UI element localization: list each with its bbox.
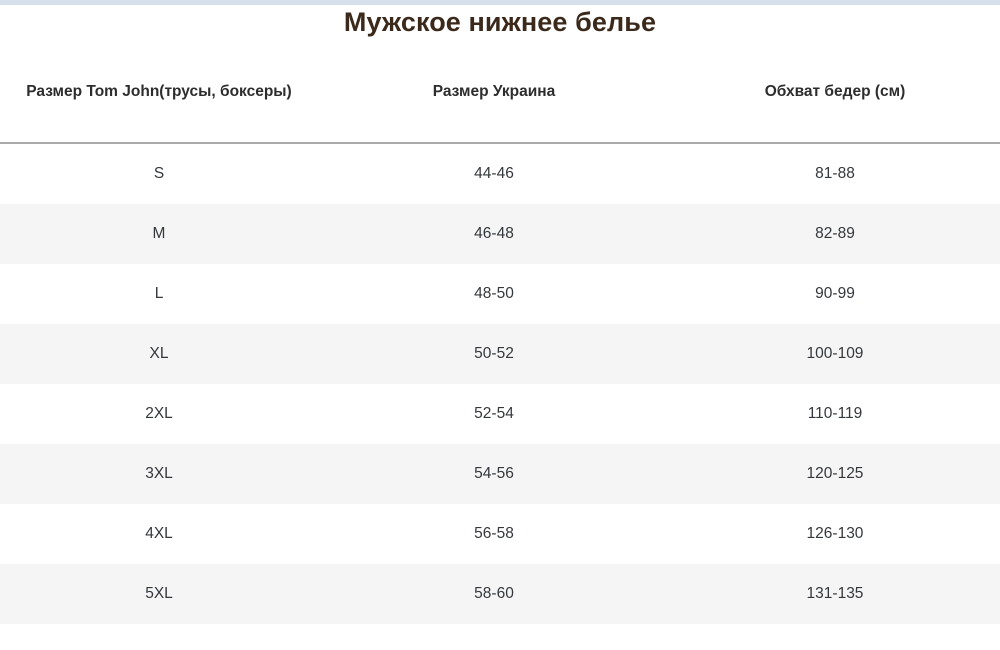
- table-row: 4XL 56-58 126-130: [0, 504, 1000, 564]
- cell-brand-size: 3XL: [0, 444, 318, 504]
- cell-ukraine-size: 50-52: [318, 324, 670, 384]
- table-header: Размер Tom John(трусы, боксеры) Размер У…: [0, 42, 1000, 144]
- cell-hip-circumference: 126-130: [670, 504, 1000, 564]
- cell-brand-size: 5XL: [0, 564, 318, 624]
- cell-hip-circumference: 82-89: [670, 204, 1000, 264]
- top-edge-strip: [0, 0, 1000, 5]
- cell-ukraine-size: 52-54: [318, 384, 670, 444]
- table-row: S 44-46 81-88: [0, 143, 1000, 204]
- cell-ukraine-size: 44-46: [318, 143, 670, 204]
- table-row: L 48-50 90-99: [0, 264, 1000, 324]
- cell-hip-circumference: 81-88: [670, 143, 1000, 204]
- cell-ukraine-size: 56-58: [318, 504, 670, 564]
- size-chart-table: Размер Tom John(трусы, боксеры) Размер У…: [0, 42, 1000, 624]
- cell-ukraine-size: 54-56: [318, 444, 670, 504]
- table-row: 3XL 54-56 120-125: [0, 444, 1000, 504]
- cell-ukraine-size: 58-60: [318, 564, 670, 624]
- cell-brand-size: L: [0, 264, 318, 324]
- table-row: 2XL 52-54 110-119: [0, 384, 1000, 444]
- cell-brand-size: S: [0, 143, 318, 204]
- column-header-ukraine-size: Размер Украина: [318, 42, 670, 144]
- column-header-brand-size: Размер Tom John(трусы, боксеры): [0, 42, 318, 144]
- cell-brand-size: XL: [0, 324, 318, 384]
- table-row: XL 50-52 100-109: [0, 324, 1000, 384]
- table-row: 5XL 58-60 131-135: [0, 564, 1000, 624]
- table-header-row: Размер Tom John(трусы, боксеры) Размер У…: [0, 42, 1000, 144]
- page-title: Мужское нижнее белье: [343, 7, 657, 37]
- cell-hip-circumference: 100-109: [670, 324, 1000, 384]
- column-header-hip-circumference: Обхват бедер (см): [670, 42, 1000, 144]
- table-body: S 44-46 81-88 M 46-48 82-89 L 48-50 90-99 XL 50-52…: [0, 143, 1000, 624]
- cell-hip-circumference: 90-99: [670, 264, 1000, 324]
- cell-brand-size: 2XL: [0, 384, 318, 444]
- cell-brand-size: 4XL: [0, 504, 318, 564]
- cell-hip-circumference: 131-135: [670, 564, 1000, 624]
- cell-brand-size: M: [0, 204, 318, 264]
- table-row: M 46-48 82-89: [0, 204, 1000, 264]
- cell-ukraine-size: 46-48: [318, 204, 670, 264]
- cell-ukraine-size: 48-50: [318, 264, 670, 324]
- cell-hip-circumference: 120-125: [670, 444, 1000, 504]
- cell-hip-circumference: 110-119: [670, 384, 1000, 444]
